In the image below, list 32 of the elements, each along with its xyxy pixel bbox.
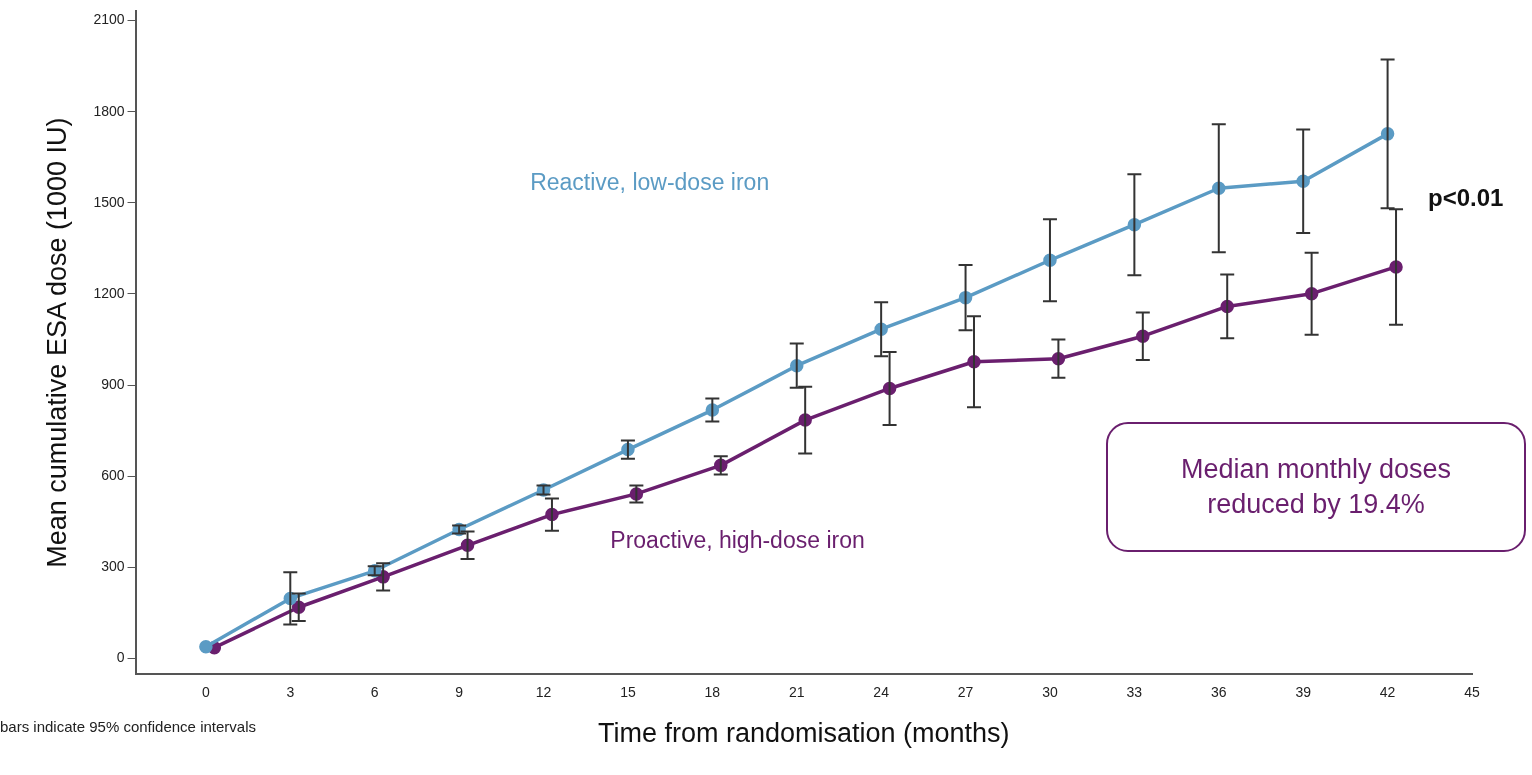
- x-tick-label: 15: [620, 684, 636, 701]
- x-tick-label: 12: [535, 684, 552, 701]
- annotation: Median monthly doses reduced by 19.4%: [1106, 422, 1526, 552]
- y-axis-title: Mean cumulative ESA dose (1000 IU): [41, 117, 72, 568]
- x-tick-label: 33: [1126, 684, 1143, 701]
- text: Reactive, low-dose iron: [530, 168, 770, 195]
- x-tick-label: 9: [455, 684, 464, 701]
- x-tick-label: 0: [201, 684, 210, 701]
- y-tick-label: 600: [101, 467, 125, 484]
- x-tick-label: 36: [1210, 684, 1227, 701]
- annotation: p<0.01: [1428, 184, 1504, 212]
- point: [199, 640, 213, 654]
- y-tick-label: 1800: [93, 102, 125, 119]
- y-tick-label: 2100: [93, 11, 125, 28]
- y-tick-label: 900: [101, 376, 125, 392]
- y-tick-label: 300: [101, 558, 125, 575]
- x-tick-label: 6: [370, 684, 379, 701]
- x-tick-label: 45: [1464, 684, 1480, 701]
- x-axis-title: Time from randomisation (months): [597, 718, 1010, 749]
- x-tick-label: 3: [286, 684, 295, 701]
- x-tick-label: 21: [788, 684, 805, 701]
- x-tick-label: 27: [957, 684, 974, 701]
- y-tick-label: 1500: [93, 193, 125, 210]
- x-tick-label: 30: [1042, 684, 1058, 701]
- x-tick-label: 18: [704, 684, 721, 701]
- y-tick-label: 0: [116, 649, 125, 666]
- x-tick-label: 39: [1295, 684, 1312, 701]
- x-tick-label: 24: [873, 684, 890, 701]
- y-tick-label: 1200: [93, 284, 125, 301]
- x-tick-label: 42: [1379, 684, 1396, 701]
- series-label: Proactive, high-dose iron: [610, 526, 865, 553]
- text: bars indicate 95% confidence intervals: [0, 718, 256, 735]
